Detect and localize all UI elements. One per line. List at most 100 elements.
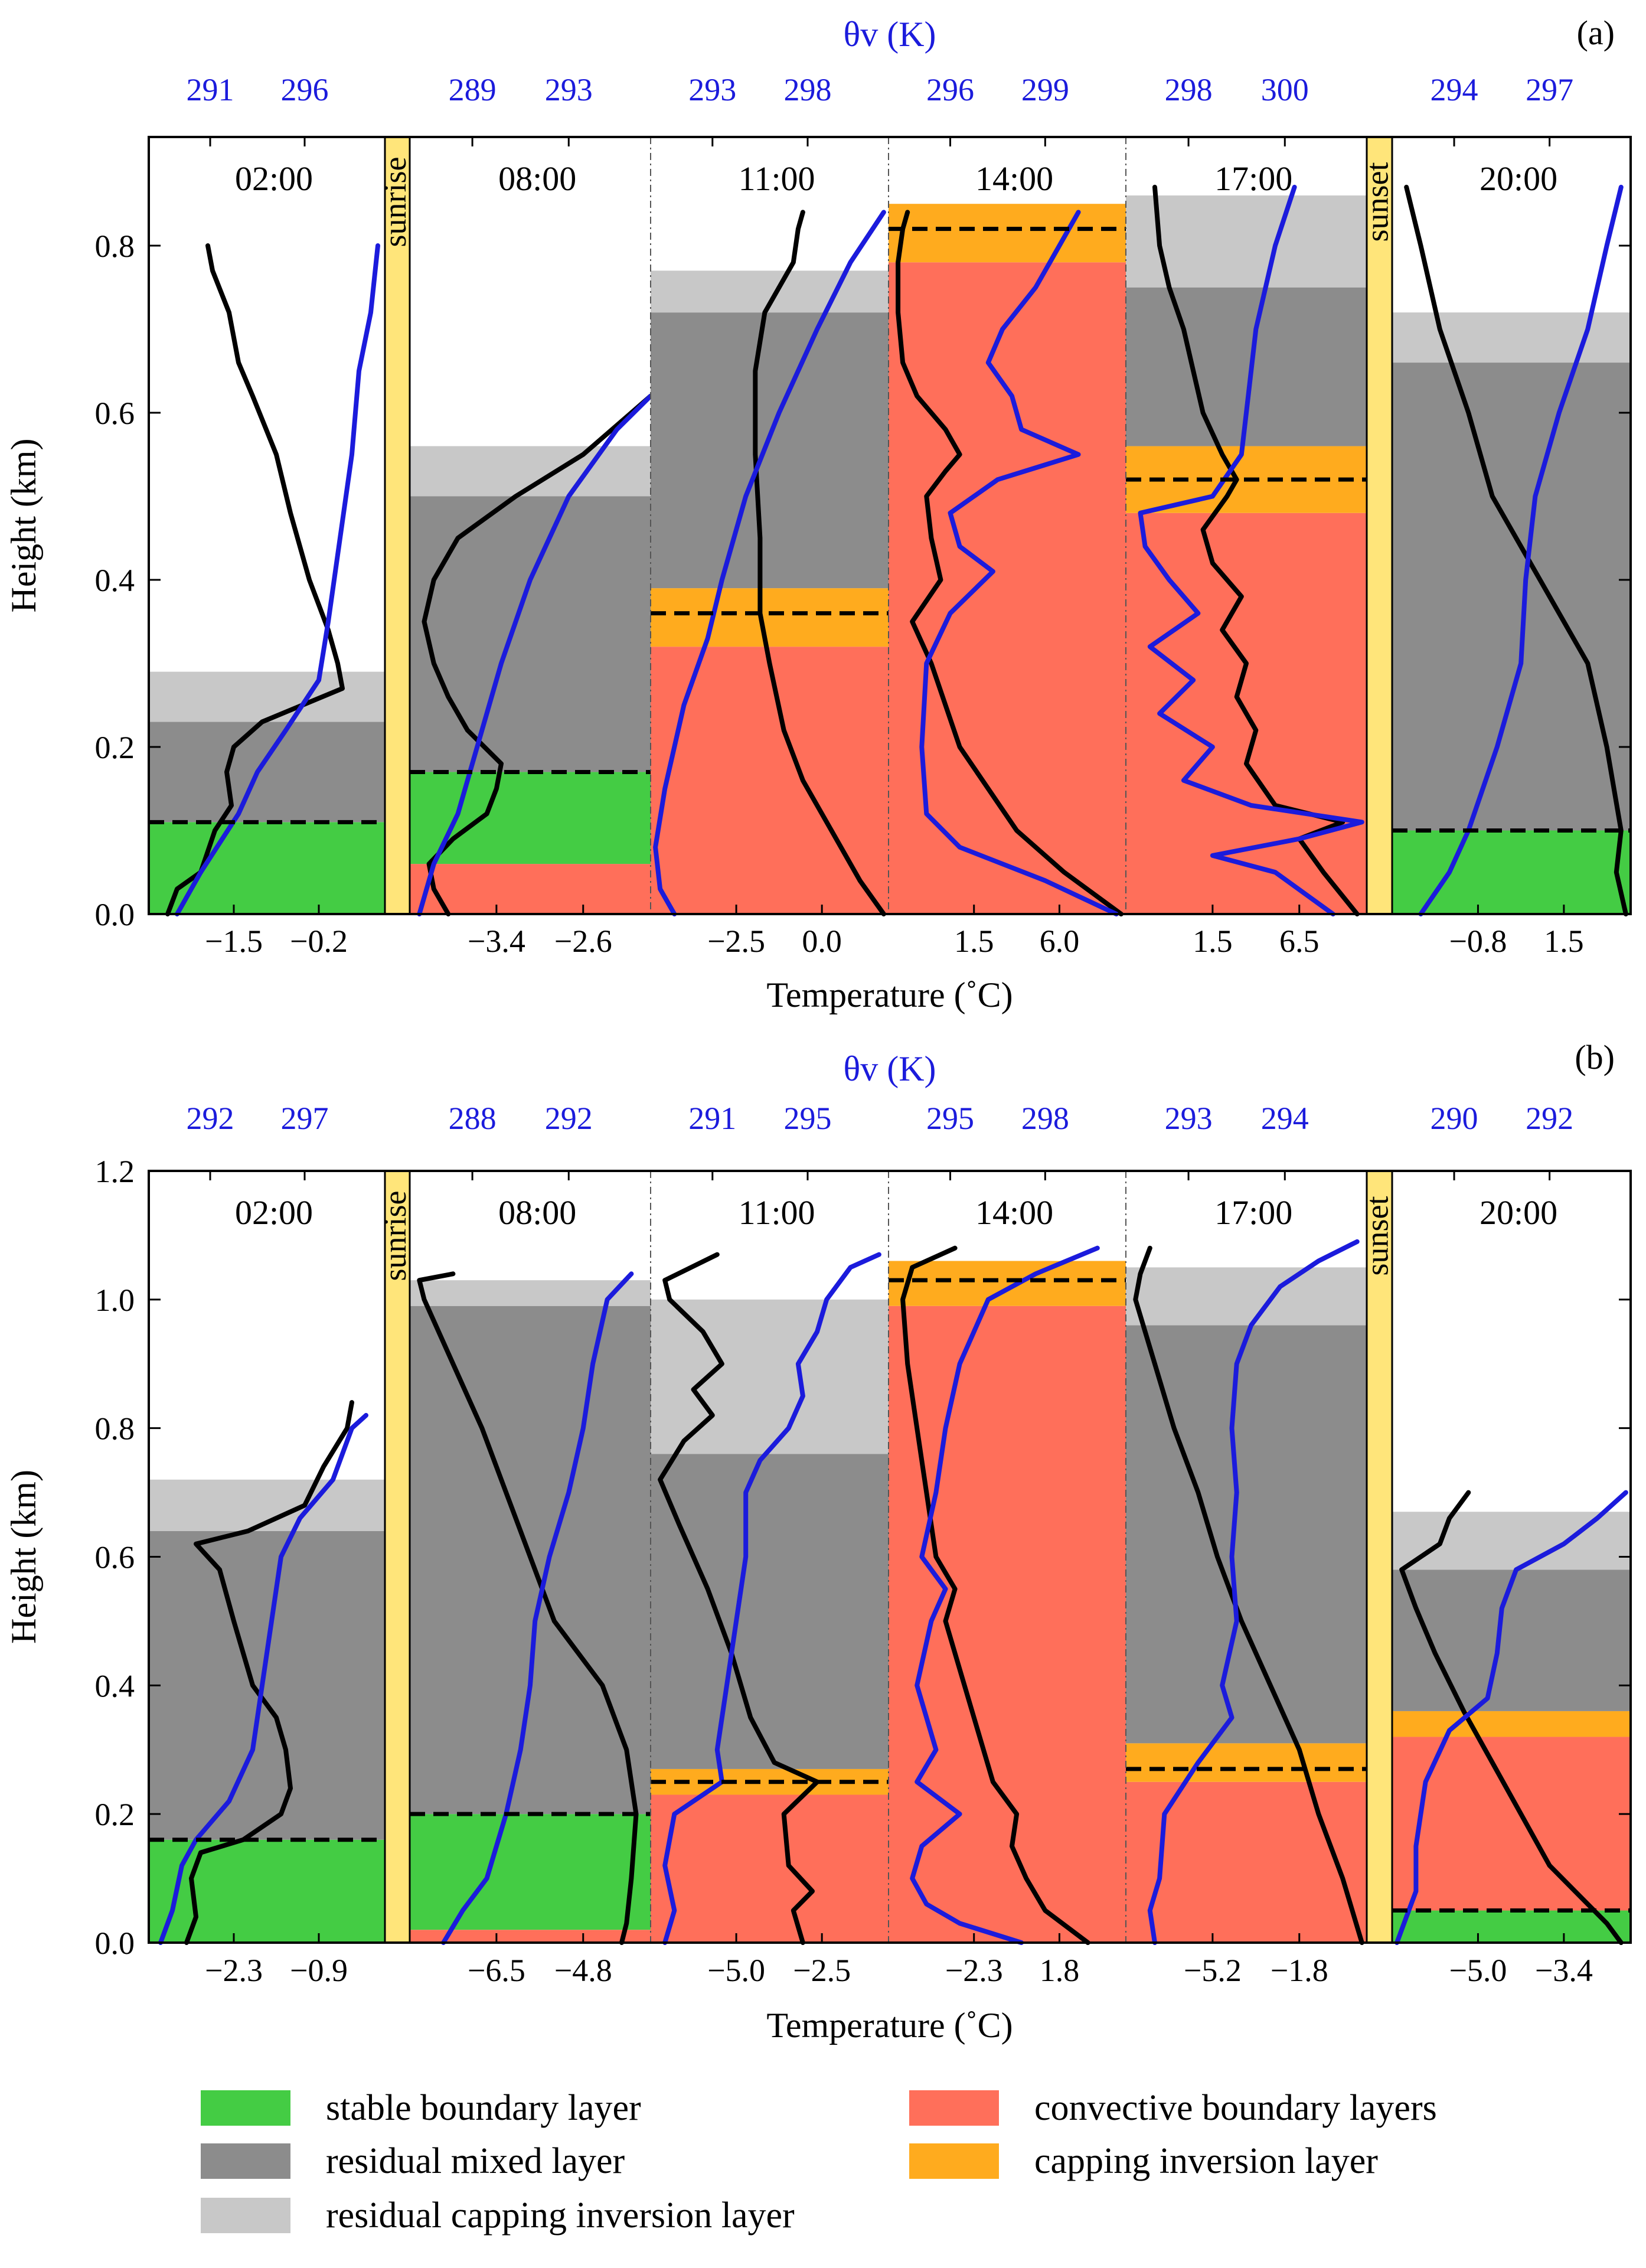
x-tick-label: −0.8	[1449, 923, 1507, 959]
theta-v-line	[910, 1245, 1100, 1945]
theta-axis-title: θv (K)	[843, 1049, 936, 1088]
subpanel-20:00: 20:00 −5.0 −3.4 290 292	[1392, 1101, 1631, 1988]
theta-v-line	[662, 1252, 881, 1945]
x-tick-label: −0.2	[290, 923, 348, 959]
x-tick-label: −5.2	[1184, 1953, 1242, 1988]
theta-tick-label: 292	[1526, 1101, 1573, 1136]
subpanel-17:00: 17:00 1.5 6.5 298 300	[1125, 72, 1367, 959]
layer-residual_mixed	[149, 1531, 385, 1840]
theta-tick-label: 298	[1021, 1101, 1069, 1136]
layer-residual_mixed	[651, 1454, 889, 1769]
subpanel-11:00: 11:00 −5.0 −2.5 291 295	[650, 1101, 889, 1988]
time-label: 20:00	[1480, 159, 1557, 198]
theta-tick-label: 295	[783, 1101, 831, 1136]
layer-convective	[651, 1794, 889, 1943]
layer-capping	[1392, 1711, 1631, 1737]
temperature-line	[1399, 1490, 1624, 1945]
y-tick-label: 0.6	[95, 396, 135, 431]
theta-v-line	[1147, 1239, 1360, 1945]
legend-swatch-residual_capping	[201, 2198, 290, 2233]
theta-tick-label: 295	[926, 1101, 974, 1136]
theta-tick-label: 294	[1431, 72, 1478, 107]
theta-tick-label: 289	[449, 72, 497, 107]
theta-tick-label: 300	[1261, 72, 1309, 107]
time-label: 11:00	[739, 1193, 815, 1232]
theta-v-line	[653, 210, 886, 916]
sunrise-label: sunrise	[377, 157, 413, 247]
x-tick-label: 6.0	[1040, 923, 1080, 959]
theta-tick-label: 288	[449, 1101, 497, 1136]
y-tick-label: 0.2	[95, 1797, 135, 1832]
y-tick-label: 0.2	[95, 730, 135, 765]
legend-swatch-residual_mixed	[201, 2143, 290, 2179]
time-label: 20:00	[1480, 1193, 1557, 1232]
layer-stable	[149, 1839, 385, 1943]
y-tick-label: 0.8	[95, 1411, 135, 1447]
theta-tick-label: 296	[281, 72, 329, 107]
theta-tick-label: 293	[688, 72, 736, 107]
y-tick-label: 1.2	[95, 1154, 135, 1189]
x-tick-label: 1.5	[1193, 923, 1233, 959]
time-label: 17:00	[1214, 159, 1292, 198]
y-tick-label: 0.0	[95, 1926, 135, 1961]
layer-residual_mixed	[410, 496, 651, 772]
temperature-line	[184, 1400, 354, 1945]
legend-label-convective: convective boundary layers	[1034, 2088, 1437, 2128]
x-tick-label: 1.5	[954, 923, 994, 959]
layer-stable	[410, 772, 651, 864]
subpanel-17:00: 17:00 −5.2 −1.8 293 294	[1125, 1101, 1367, 1988]
layer-convective	[410, 864, 651, 914]
temperature-line	[165, 243, 345, 916]
layer-capping	[889, 1261, 1126, 1306]
theta-tick-label: 290	[1431, 1101, 1478, 1136]
y-tick-label: 0.4	[95, 563, 135, 598]
x-tick-label: −5.0	[707, 1953, 765, 1988]
layer-capping	[651, 588, 889, 647]
x-tick-label: 1.8	[1040, 1953, 1080, 1988]
time-label: 02:00	[235, 1193, 313, 1232]
x-tick-label: −2.5	[793, 1953, 851, 1988]
y-axis-title: Height (km)	[4, 439, 43, 613]
x-tick-label: −6.5	[468, 1953, 525, 1988]
legend-label-stable: stable boundary layer	[326, 2088, 641, 2128]
temperature-line	[1133, 1245, 1364, 1945]
y-tick-label: 0.6	[95, 1540, 135, 1575]
legend-label-capping: capping inversion layer	[1034, 2141, 1378, 2181]
theta-v-line	[1394, 1490, 1628, 1945]
x-tick-label: 1.5	[1544, 923, 1584, 959]
temperature-line	[900, 1245, 1090, 1945]
x-tick-label: −2.6	[554, 923, 612, 959]
theta-tick-label: 292	[187, 1101, 234, 1136]
time-label: 11:00	[739, 159, 815, 198]
theta-v-line	[1418, 184, 1624, 916]
theta-tick-label: 291	[187, 72, 234, 107]
temperature-line	[1404, 184, 1628, 916]
theta-tick-label: 297	[1526, 72, 1573, 107]
sunset-label: sunset	[1360, 1196, 1395, 1276]
theta-v-line	[1138, 184, 1364, 916]
legend-label-residual_capping: residual capping inversion layer	[326, 2195, 795, 2236]
layer-residual_capping	[651, 1299, 889, 1454]
subpanel-08:00: 08:00 −3.4 −2.6 289 293	[409, 72, 653, 959]
time-label: 08:00	[498, 1193, 576, 1232]
time-label: 08:00	[498, 159, 576, 198]
x-tick-label: −2.3	[205, 1953, 263, 1988]
x-tick-label: −0.9	[290, 1953, 348, 1988]
x-tick-label: −1.8	[1271, 1953, 1328, 1988]
layer-residual_capping	[149, 671, 385, 722]
legend-swatch-stable	[201, 2090, 290, 2126]
subpanel-11:00: 11:00 −2.5 0.0 293 298	[650, 72, 889, 959]
theta-tick-label: 293	[1165, 1101, 1213, 1136]
subpanel-02:00: 02:00 −1.5 −0.2 291 296	[149, 72, 385, 959]
y-tick-label: 1.0	[95, 1283, 135, 1318]
time-label: 14:00	[975, 159, 1053, 198]
y-axis-title: Height (km)	[4, 1470, 43, 1644]
layer-stable	[410, 1814, 651, 1930]
temperature-line	[422, 393, 653, 916]
theta-tick-label: 297	[281, 1101, 329, 1136]
layer-residual_capping	[1126, 1267, 1367, 1326]
layer-capping	[889, 204, 1126, 263]
time-label: 17:00	[1214, 1193, 1292, 1232]
layer-convective	[1392, 1737, 1631, 1911]
